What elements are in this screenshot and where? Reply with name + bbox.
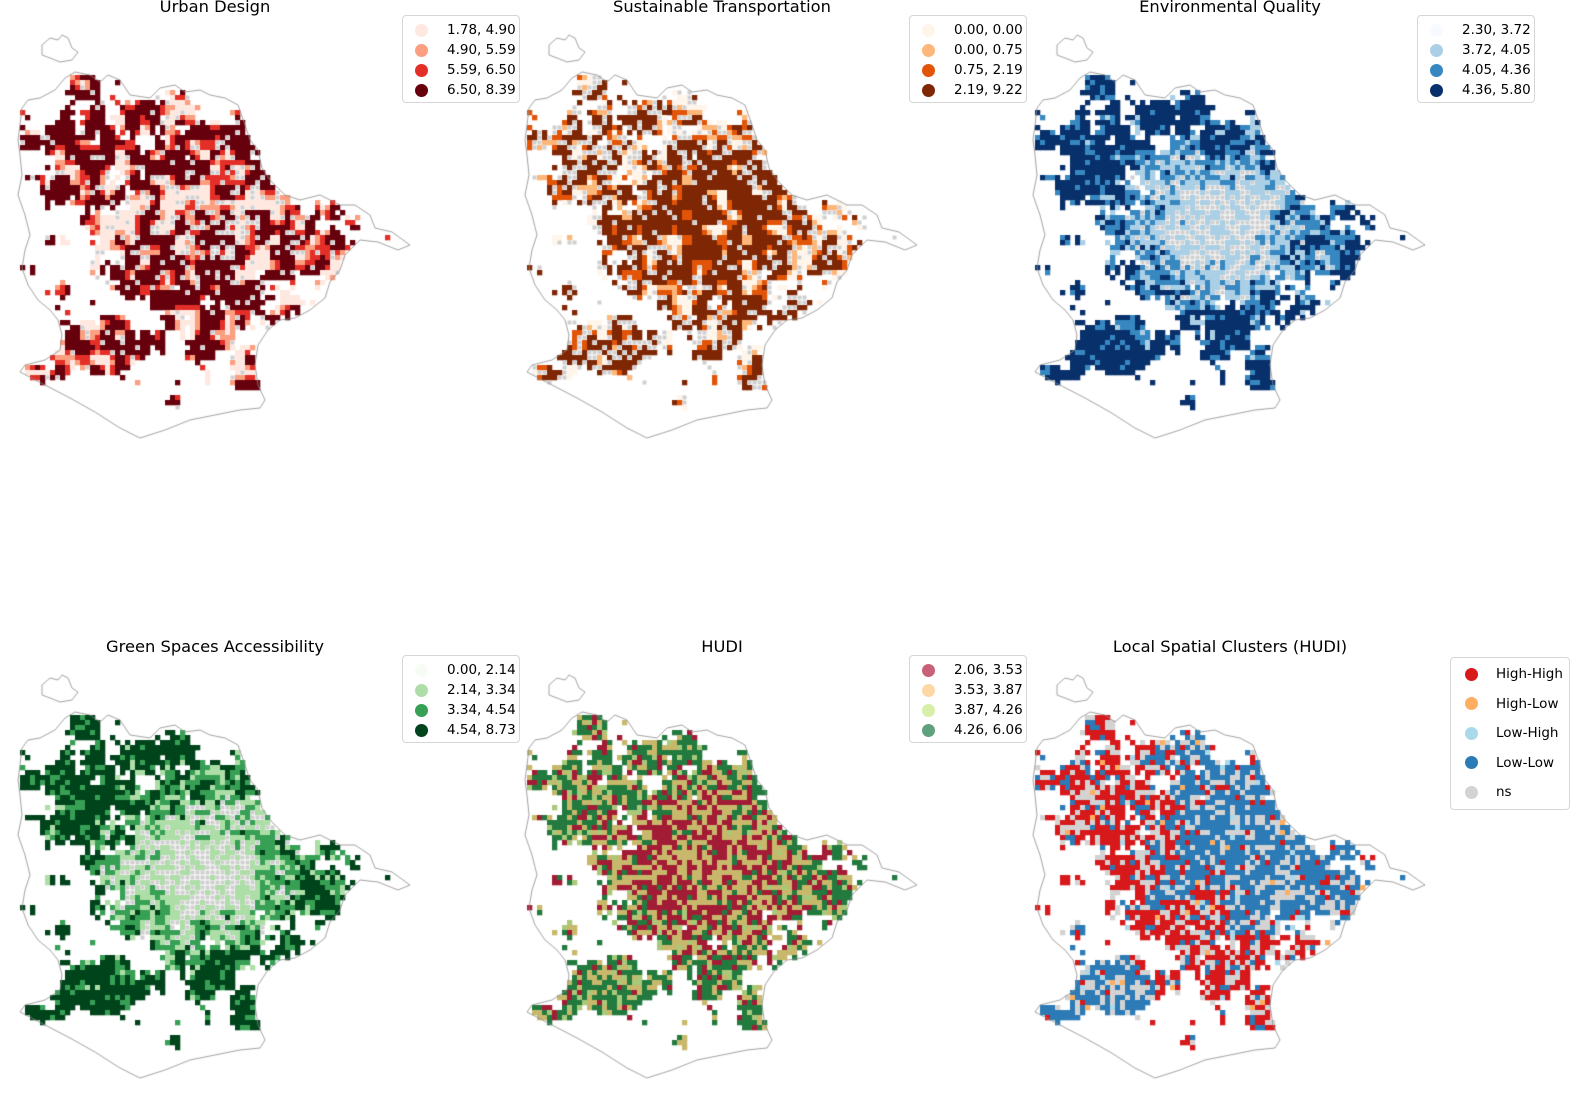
legend-entry: 4.54, 8.73: [415, 720, 516, 740]
legend-entry: 4.90, 5.59: [415, 40, 516, 60]
legend-marker: [415, 43, 428, 57]
legend-entry: ns: [1464, 778, 1563, 808]
legend-label: 2.06, 3.53: [954, 662, 1023, 678]
legend-marker: [1464, 726, 1478, 740]
legend-label: 4.54, 8.73: [447, 722, 516, 738]
legend: High-High High-Low Low-High Low-Low ns: [1450, 657, 1570, 810]
map-title: Local Spatial Clusters (HUDI): [1112, 637, 1348, 656]
legend-entry: 1.78, 4.90: [415, 20, 516, 40]
legend-label: 0.75, 2.19: [954, 62, 1023, 78]
legend: 0.00, 0.00 0.00, 0.75 0.75, 2.19 2.19, 9…: [909, 15, 1027, 103]
legend-marker: [1464, 756, 1478, 770]
map-urban-design: [0, 0, 430, 450]
map-title: HUDI: [701, 637, 743, 656]
legend-label: 0.00, 0.75: [954, 42, 1023, 58]
legend-marker: [922, 83, 935, 97]
legend-marker: [922, 703, 935, 717]
legend-marker: [922, 23, 935, 37]
legend-marker: [415, 83, 428, 97]
legend-entry: Low-Low: [1464, 748, 1563, 778]
legend-label: ns: [1496, 784, 1512, 801]
map-environmental-quality: [1015, 0, 1445, 450]
legend-entry: 0.00, 2.14: [415, 660, 516, 680]
legend-entry: 3.87, 4.26: [922, 700, 1023, 720]
map-sustainable-transportation: [507, 0, 937, 450]
legend-marker: [1464, 785, 1478, 799]
panel-hudi: HUDI 2.06, 3.53 3.53, 3.87 3.87, 4.26 4.…: [507, 637, 1067, 1110]
map-title: Urban Design: [159, 0, 271, 16]
legend-label: 2.14, 3.34: [447, 682, 516, 698]
map-hudi: [507, 640, 937, 1090]
panel-green-spaces-accessibility: Green Spaces Accessibility 0.00, 2.14 2.…: [0, 637, 560, 1110]
legend-entry: 0.00, 0.75: [922, 40, 1023, 60]
legend-label: 4.26, 6.06: [954, 722, 1023, 738]
legend-label: Low-High: [1496, 725, 1559, 742]
legend-label: 4.36, 5.80: [1462, 82, 1531, 98]
legend-marker: [415, 663, 428, 677]
legend-label: 1.78, 4.90: [447, 22, 516, 38]
legend-entry: High-Low: [1464, 689, 1563, 719]
legend-entry: 0.00, 0.00: [922, 20, 1023, 40]
legend-label: 3.72, 4.05: [1462, 42, 1531, 58]
legend-entry: 2.30, 3.72: [1430, 20, 1531, 40]
legend-entry: 2.19, 9.22: [922, 80, 1023, 100]
legend-marker: [415, 703, 428, 717]
legend-label: High-Low: [1496, 695, 1559, 712]
legend-label: 5.59, 6.50: [447, 62, 516, 78]
legend-marker: [1430, 43, 1443, 57]
legend-marker: [415, 683, 428, 697]
panel-local-spatial-clusters: Local Spatial Clusters (HUDI) High-High …: [1015, 637, 1575, 1110]
legend-entry: 2.06, 3.53: [922, 660, 1023, 680]
legend-label: High-High: [1496, 666, 1563, 683]
legend-label: 4.05, 4.36: [1462, 62, 1531, 78]
legend-entry: 6.50, 8.39: [415, 80, 516, 100]
legend-entry: High-High: [1464, 660, 1563, 690]
legend: 2.30, 3.72 3.72, 4.05 4.05, 4.36 4.36, 5…: [1417, 15, 1535, 103]
legend: 2.06, 3.53 3.53, 3.87 3.87, 4.26 4.26, 6…: [909, 655, 1027, 743]
legend-marker: [1464, 667, 1478, 681]
legend-entry: 4.05, 4.36: [1430, 60, 1531, 80]
legend-marker: [1464, 697, 1478, 711]
legend-label: 0.00, 2.14: [447, 662, 516, 678]
legend-marker: [922, 63, 935, 77]
legend-marker: [1430, 63, 1443, 77]
legend-label: 3.34, 4.54: [447, 702, 516, 718]
legend-label: 2.30, 3.72: [1462, 22, 1531, 38]
legend-entry: 3.53, 3.87: [922, 680, 1023, 700]
legend-entry: 5.59, 6.50: [415, 60, 516, 80]
legend: 0.00, 2.14 2.14, 3.34 3.34, 4.54 4.54, 8…: [402, 655, 520, 743]
map-green-spaces-accessibility: [0, 640, 430, 1090]
map-title: Green Spaces Accessibility: [106, 637, 324, 656]
legend-entry: 4.36, 5.80: [1430, 80, 1531, 100]
legend-marker: [922, 723, 935, 737]
legend-label: 3.87, 4.26: [954, 702, 1023, 718]
legend-entry: 4.26, 6.06: [922, 720, 1023, 740]
map-local-spatial-clusters: [1015, 640, 1445, 1090]
legend-marker: [922, 683, 935, 697]
legend-label: 3.53, 3.87: [954, 682, 1023, 698]
legend-label: Low-Low: [1496, 754, 1555, 771]
legend-marker: [1430, 23, 1443, 37]
map-title: Environmental Quality: [1139, 0, 1321, 16]
legend-entry: Low-High: [1464, 719, 1563, 749]
legend-marker: [415, 23, 428, 37]
legend-marker: [415, 63, 428, 77]
legend-entry: 2.14, 3.34: [415, 680, 516, 700]
legend-marker: [415, 723, 428, 737]
legend: 1.78, 4.90 4.90, 5.59 5.59, 6.50 6.50, 8…: [402, 15, 520, 103]
legend-label: 0.00, 0.00: [954, 22, 1023, 38]
legend-marker: [922, 43, 935, 57]
legend-marker: [922, 663, 935, 677]
panel-urban-design: Urban Design 1.78, 4.90 4.90, 5.59 5.59,…: [0, 0, 560, 470]
legend-label: 6.50, 8.39: [447, 82, 516, 98]
legend-label: 4.90, 5.59: [447, 42, 516, 58]
legend-marker: [1430, 83, 1443, 97]
panel-sustainable-transportation: Sustainable Transportation 0.00, 0.00 0.…: [507, 0, 1067, 470]
legend-entry: 0.75, 2.19: [922, 60, 1023, 80]
legend-label: 2.19, 9.22: [954, 82, 1023, 98]
legend-entry: 3.72, 4.05: [1430, 40, 1531, 60]
map-title: Sustainable Transportation: [613, 0, 831, 16]
panel-environmental-quality: Environmental Quality 2.30, 3.72 3.72, 4…: [1015, 0, 1575, 470]
legend-entry: 3.34, 4.54: [415, 700, 516, 720]
